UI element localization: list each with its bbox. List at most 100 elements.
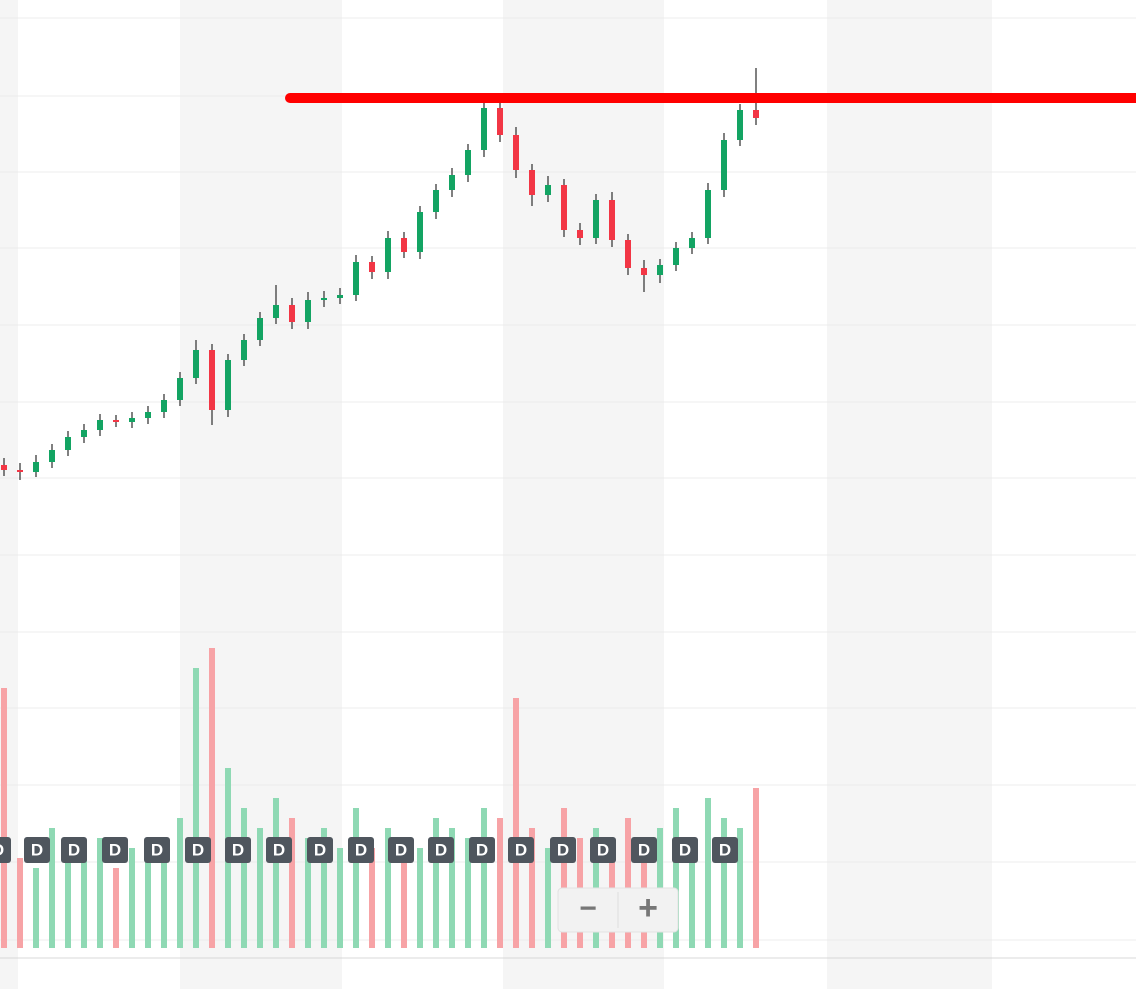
dividend-marker-label: D	[557, 840, 569, 859]
dividend-marker-label: D	[435, 840, 447, 859]
candle-body	[17, 470, 23, 472]
stripe	[827, 0, 992, 989]
dividend-marker-label: D	[597, 840, 609, 859]
stripe	[503, 0, 664, 989]
volume-bar	[385, 828, 391, 948]
zoom-in-button[interactable]: +	[638, 889, 658, 927]
candle-body	[145, 412, 151, 418]
candle-body	[529, 170, 535, 195]
volume-bar	[401, 838, 407, 948]
volume-bar	[49, 828, 55, 948]
dividend-marker-label: D	[273, 840, 285, 859]
candle-body	[753, 110, 759, 118]
volume-bar	[145, 858, 151, 948]
dividend-marker	[307, 837, 333, 863]
dividend-marker-label: D	[679, 840, 691, 859]
candle-body	[113, 420, 119, 422]
candle-body	[321, 298, 327, 300]
candle-body	[593, 200, 599, 238]
candle-body	[129, 418, 135, 422]
candle-body	[657, 265, 663, 275]
volume-bar	[513, 698, 519, 948]
volume-bar	[449, 828, 455, 948]
plot: DDDDDDDDDDDDDDDDDDD	[0, 17, 1136, 948]
dividend-marker	[469, 837, 495, 863]
dividend-marker-label: D	[638, 840, 650, 859]
volume-bar	[353, 808, 359, 948]
candle-body	[257, 318, 263, 340]
volume-bar	[529, 828, 535, 948]
volume-bar	[113, 868, 119, 948]
volume-bar	[545, 848, 551, 948]
volume-bar	[705, 798, 711, 948]
volume-bar	[321, 828, 327, 948]
stripe	[180, 0, 342, 989]
candle-body	[289, 305, 295, 322]
dividend-marker	[631, 837, 657, 863]
candle-body	[49, 450, 55, 462]
candle-body	[273, 305, 279, 318]
dividend-marker	[24, 837, 50, 863]
volume-bar	[561, 808, 567, 948]
candle-body	[481, 108, 487, 150]
volume-bar	[433, 818, 439, 948]
candle-body	[177, 378, 183, 400]
candle-body	[737, 110, 743, 140]
volume-bar	[497, 818, 503, 948]
candle-body	[369, 262, 375, 272]
volume-bar	[305, 838, 311, 948]
dividend-marker	[672, 837, 698, 863]
volume-bar	[33, 868, 39, 948]
candle-body	[577, 230, 583, 238]
candle-body	[689, 238, 695, 248]
candle-body	[705, 190, 711, 238]
volume-bar	[1, 688, 7, 948]
candle-body	[209, 350, 215, 410]
candle-body	[353, 262, 359, 295]
volume-bar	[721, 818, 727, 948]
dividend-marker	[712, 837, 738, 863]
volume-bar	[273, 798, 279, 948]
dividend-marker	[590, 837, 616, 863]
candle-body	[625, 240, 631, 268]
volume-bar	[17, 858, 23, 948]
volume-bar	[257, 828, 263, 948]
candle-body	[609, 200, 615, 240]
dividend-marker	[185, 837, 211, 863]
candle-body	[241, 340, 247, 360]
candle-body	[97, 420, 103, 430]
volume-bar	[193, 668, 199, 948]
volume-bar	[65, 848, 71, 948]
dividend-marker-label: D	[355, 840, 367, 859]
candle-body	[225, 360, 231, 410]
dividend-marker-label: D	[515, 840, 527, 859]
dividend-marker	[225, 837, 251, 863]
dividend-marker-label: D	[68, 840, 80, 859]
dividend-marker-label: D	[719, 840, 731, 859]
candle-body	[641, 268, 647, 275]
volume-bar	[289, 818, 295, 948]
dividend-marker	[428, 837, 454, 863]
background	[0, 0, 992, 989]
volume-bar	[737, 828, 743, 948]
dividend-marker	[61, 837, 87, 863]
volume-bar	[81, 858, 87, 948]
candle-body	[721, 140, 727, 190]
candle-body	[65, 437, 71, 450]
dividend-marker	[0, 837, 11, 863]
candle-body	[417, 212, 423, 252]
volume-bar	[689, 848, 695, 948]
volume-bar	[337, 848, 343, 948]
candle-body	[385, 238, 391, 272]
zoom-out-button[interactable]: −	[579, 892, 597, 925]
dividend-marker	[550, 837, 576, 863]
volume-bar	[209, 648, 215, 948]
candle-body	[1, 465, 7, 470]
candle-body	[33, 462, 39, 472]
dividend-marker	[388, 837, 414, 863]
candle-body	[433, 190, 439, 212]
candle-body	[161, 400, 167, 412]
dividend-marker-label: D	[31, 840, 43, 859]
dividend-marker	[348, 837, 374, 863]
volume-bar	[481, 808, 487, 948]
